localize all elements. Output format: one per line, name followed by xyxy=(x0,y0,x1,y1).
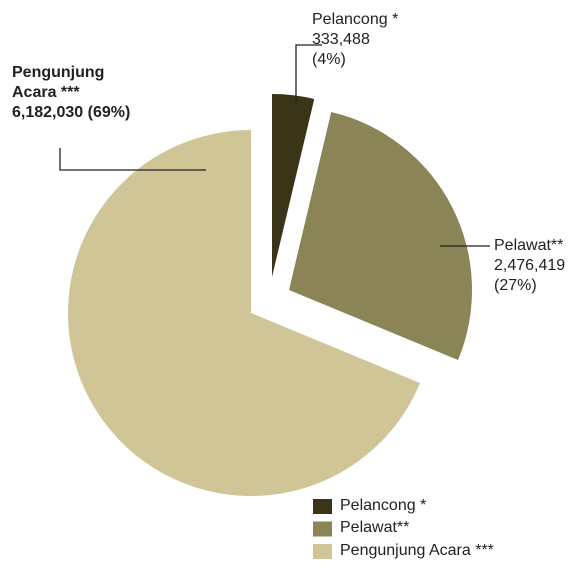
legend-entry: Pelawat** xyxy=(340,519,410,536)
legend-swatch xyxy=(313,499,332,514)
pie-slice xyxy=(67,130,421,496)
legend-entry: Pelancong * xyxy=(340,497,427,514)
label-value-line: 6,182,030 (69%) xyxy=(12,103,130,123)
label-pelawat: Pelawat** 2,476,419 (27%) xyxy=(494,236,565,296)
label-value: 6,182,030 xyxy=(12,104,84,121)
label-percent: (4%) xyxy=(312,51,346,68)
label-value: 2,476,419 xyxy=(494,257,566,274)
legend-swatch xyxy=(313,521,332,537)
label-percent: (69%) xyxy=(87,104,131,121)
pie-slice xyxy=(272,94,315,277)
legend-entry: Pengunjung Acara *** xyxy=(340,542,494,559)
callout-line xyxy=(295,44,322,102)
label-name: Pelawat** xyxy=(494,237,564,254)
legend-swatch xyxy=(313,544,332,559)
label-pelancong: Pelancong * 333,488 (4%) xyxy=(312,10,398,70)
label-percent: (27%) xyxy=(494,277,537,294)
label-name: Pelancong * xyxy=(312,11,399,28)
label-value: 333,488 xyxy=(312,31,370,48)
pie-slice xyxy=(289,111,472,361)
callout-line xyxy=(59,148,206,171)
label-name: Pengunjung Acara *** xyxy=(12,64,105,101)
label-pengunjung: Pengunjung Acara *** 6,182,030 (69%) xyxy=(12,63,130,123)
